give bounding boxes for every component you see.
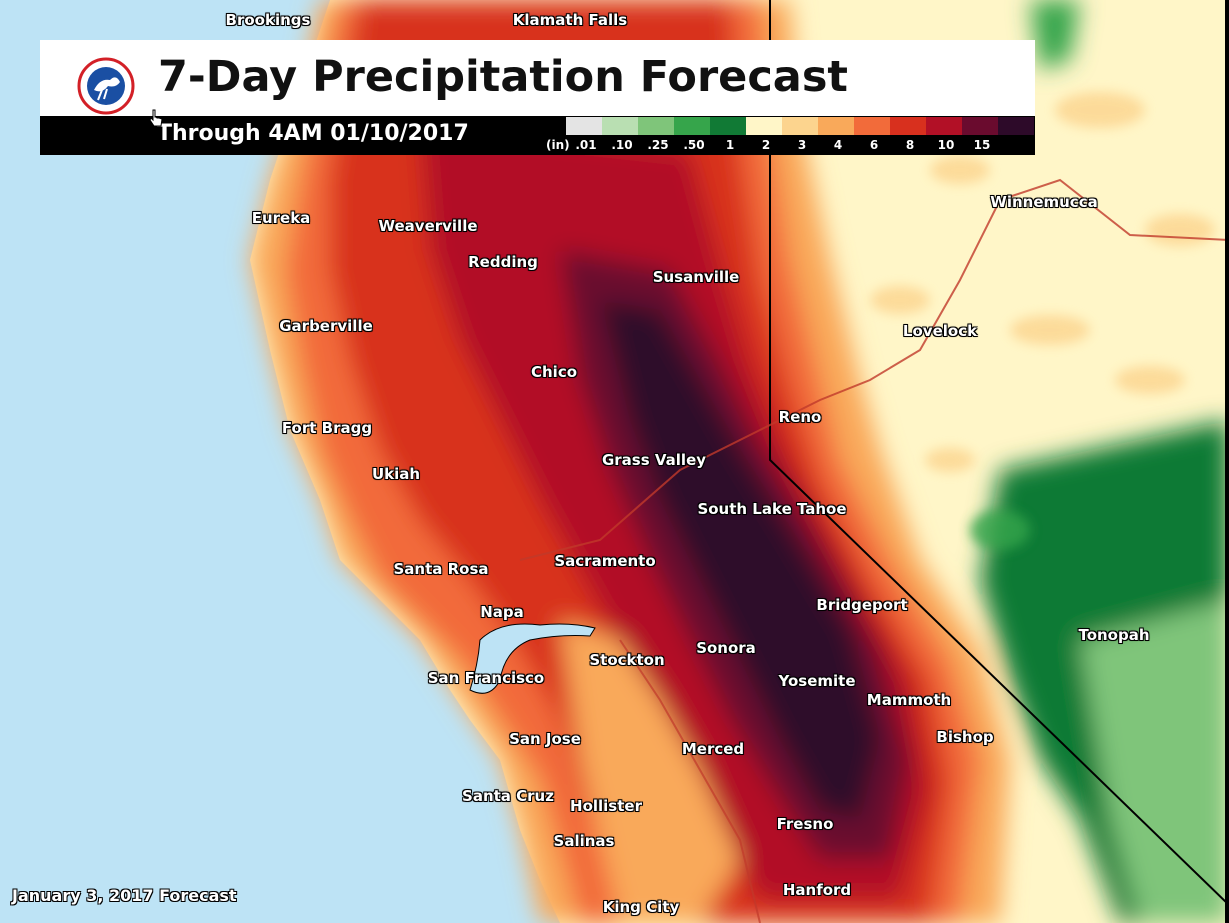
city-label-chico: Chico	[530, 363, 578, 381]
city-label-klamath-falls: Klamath Falls	[512, 11, 628, 29]
city-label-redding: Redding	[468, 253, 538, 271]
city-label-hollister: Hollister	[570, 797, 642, 815]
city-label-grass-valley: Grass Valley	[601, 451, 707, 469]
legend-swatch	[782, 117, 818, 135]
legend-swatch	[962, 117, 998, 135]
city-label-sonora: Sonora	[696, 639, 756, 657]
city-label-ukiah: Ukiah	[371, 465, 421, 483]
highway-80	[519, 178, 1229, 561]
city-label-susanville: Susanville	[652, 268, 740, 286]
legend-label: 3	[797, 138, 807, 152]
city-label-merced: Merced	[681, 740, 745, 758]
city-label-santa-rosa: Santa Rosa	[393, 560, 489, 578]
city-label-weaverville: Weaverville	[378, 217, 478, 235]
legend-unit: (in)	[546, 138, 570, 152]
city-label-king-city: King City	[602, 898, 680, 916]
valid-through-label: Through 4AM 01/10/2017	[157, 121, 469, 146]
city-label-eureka: Eureka	[251, 209, 311, 227]
legend-label: .25	[647, 138, 669, 152]
legend-swatch	[674, 117, 710, 135]
hand-cursor-icon	[150, 109, 163, 127]
city-label-garberville: Garberville	[279, 317, 373, 335]
legend-label: 2	[761, 138, 771, 152]
legend-swatch	[854, 117, 890, 135]
city-label-salinas: Salinas	[553, 832, 615, 850]
page-title: 7-Day Precipitation Forecast	[158, 52, 848, 102]
legend-label: .01	[575, 138, 597, 152]
city-label-mammoth: Mammoth	[866, 691, 952, 709]
legend-swatch	[566, 117, 602, 135]
city-label-fresno: Fresno	[776, 815, 834, 833]
precip-ne-green	[1030, 0, 1080, 70]
legend-label: 15	[973, 138, 991, 152]
city-label-bridgeport: Bridgeport	[816, 596, 908, 614]
legend-label: 4	[833, 138, 843, 152]
city-label-tonopah: Tonopah	[1078, 626, 1150, 644]
legend-swatch	[602, 117, 638, 135]
legend-swatch	[998, 117, 1034, 135]
city-label-stockton: Stockton	[589, 651, 665, 669]
sf-bay	[469, 623, 596, 694]
city-label-yosemite: Yosemite	[778, 672, 856, 690]
city-label-brookings: Brookings	[225, 11, 311, 29]
highway-99	[619, 639, 761, 923]
city-label-bishop: Bishop	[936, 728, 994, 746]
city-label-fort-bragg: Fort Bragg	[281, 419, 373, 437]
legend-swatch	[890, 117, 926, 135]
city-label-san-jose: San Jose	[509, 730, 581, 748]
forecast-issue-date: January 3, 2017 Forecast	[12, 886, 237, 905]
precip-valley	[560, 620, 740, 923]
city-label-hanford: Hanford	[782, 881, 852, 899]
city-label-winnemucca: Winnemucca	[990, 193, 1098, 211]
precip-band-max	[600, 300, 880, 820]
legend-label: .50	[683, 138, 705, 152]
legend-label: 1	[725, 138, 735, 152]
city-label-san-francisco: San Francisco	[427, 669, 545, 687]
legend-label: 10	[937, 138, 955, 152]
legend-label: 6	[869, 138, 879, 152]
precip-green-light	[1080, 600, 1229, 923]
legend-swatch	[710, 117, 746, 135]
legend-swatch	[818, 117, 854, 135]
city-label-napa: Napa	[480, 603, 524, 621]
legend-swatch	[746, 117, 782, 135]
nws-logo-icon	[77, 57, 135, 115]
legend-swatch	[638, 117, 674, 135]
city-label-sacramento: Sacramento	[554, 552, 656, 570]
title-panel	[40, 40, 1035, 116]
legend-label: .10	[611, 138, 633, 152]
city-label-reno: Reno	[778, 408, 822, 426]
city-label-lovelock: Lovelock	[902, 322, 978, 340]
legend: .01 .10 .25 .50 1 2 3 4 6 8 10 15	[566, 117, 1034, 154]
legend-label: 8	[905, 138, 915, 152]
city-label-santa-cruz: Santa Cruz	[462, 787, 554, 805]
city-label-south-lake-tahoe: South Lake Tahoe	[697, 500, 847, 518]
legend-swatch	[926, 117, 962, 135]
